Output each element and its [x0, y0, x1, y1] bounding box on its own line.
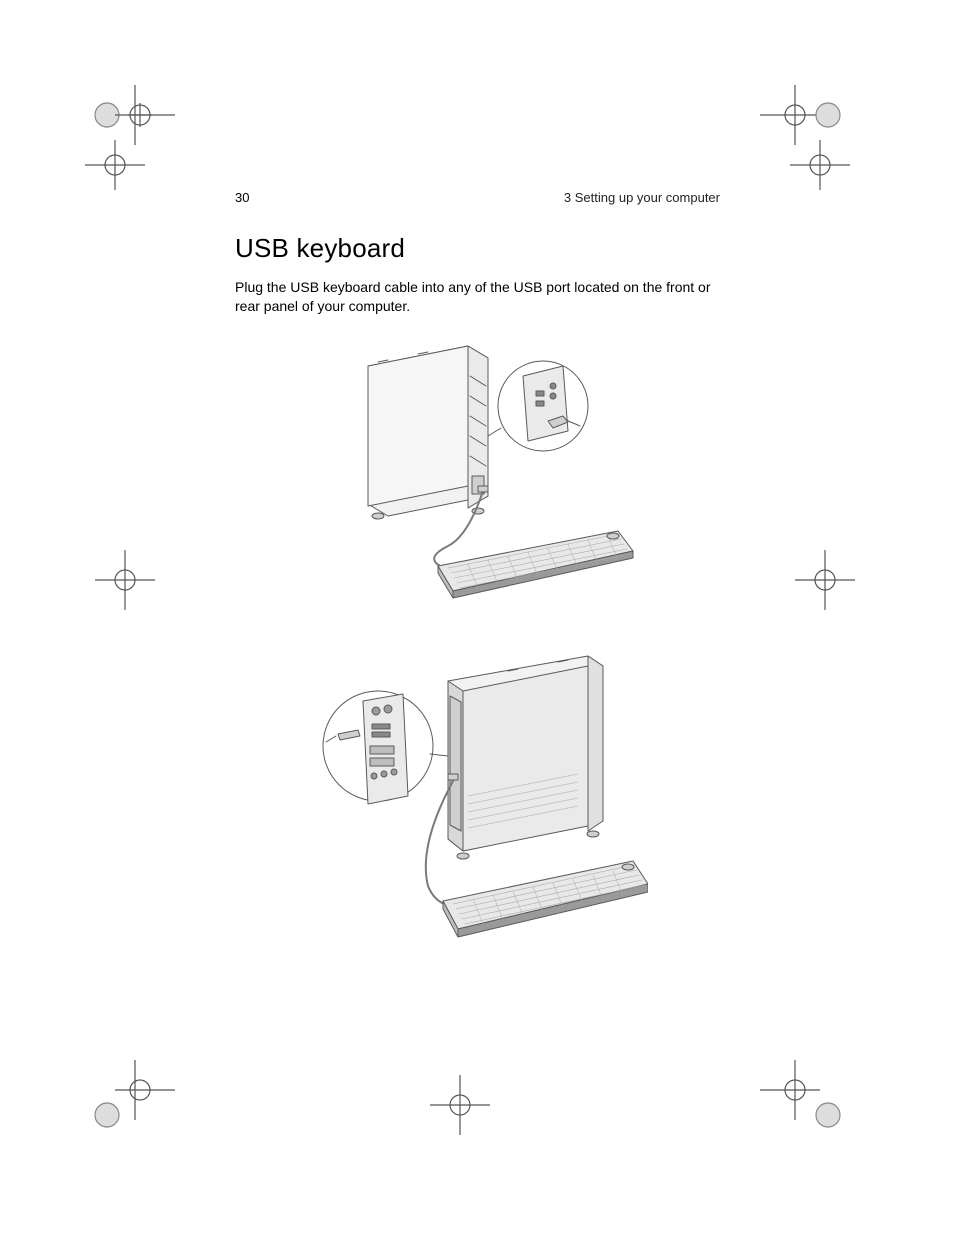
- registration-mark-top-right-2: [790, 140, 880, 230]
- section-title: USB keyboard: [235, 233, 720, 264]
- registration-mark-bottom-center: [430, 1075, 520, 1165]
- chapter-title: 3 Setting up your computer: [564, 190, 720, 205]
- body-paragraph: Plug the USB keyboard cable into any of …: [235, 278, 720, 316]
- page-content: 30 3 Setting up your computer USB keyboa…: [235, 190, 720, 996]
- registration-mark-bottom-left: [85, 1060, 175, 1150]
- registration-mark-top-left-2: [85, 140, 175, 230]
- figure-usb-rear: [308, 646, 648, 966]
- registration-mark-mid-left: [95, 550, 185, 640]
- registration-mark-bottom-right: [760, 1060, 850, 1150]
- figure-usb-front: [318, 336, 638, 616]
- registration-mark-mid-right: [795, 550, 885, 640]
- page-number: 30: [235, 190, 249, 205]
- page-header: 30 3 Setting up your computer: [235, 190, 720, 205]
